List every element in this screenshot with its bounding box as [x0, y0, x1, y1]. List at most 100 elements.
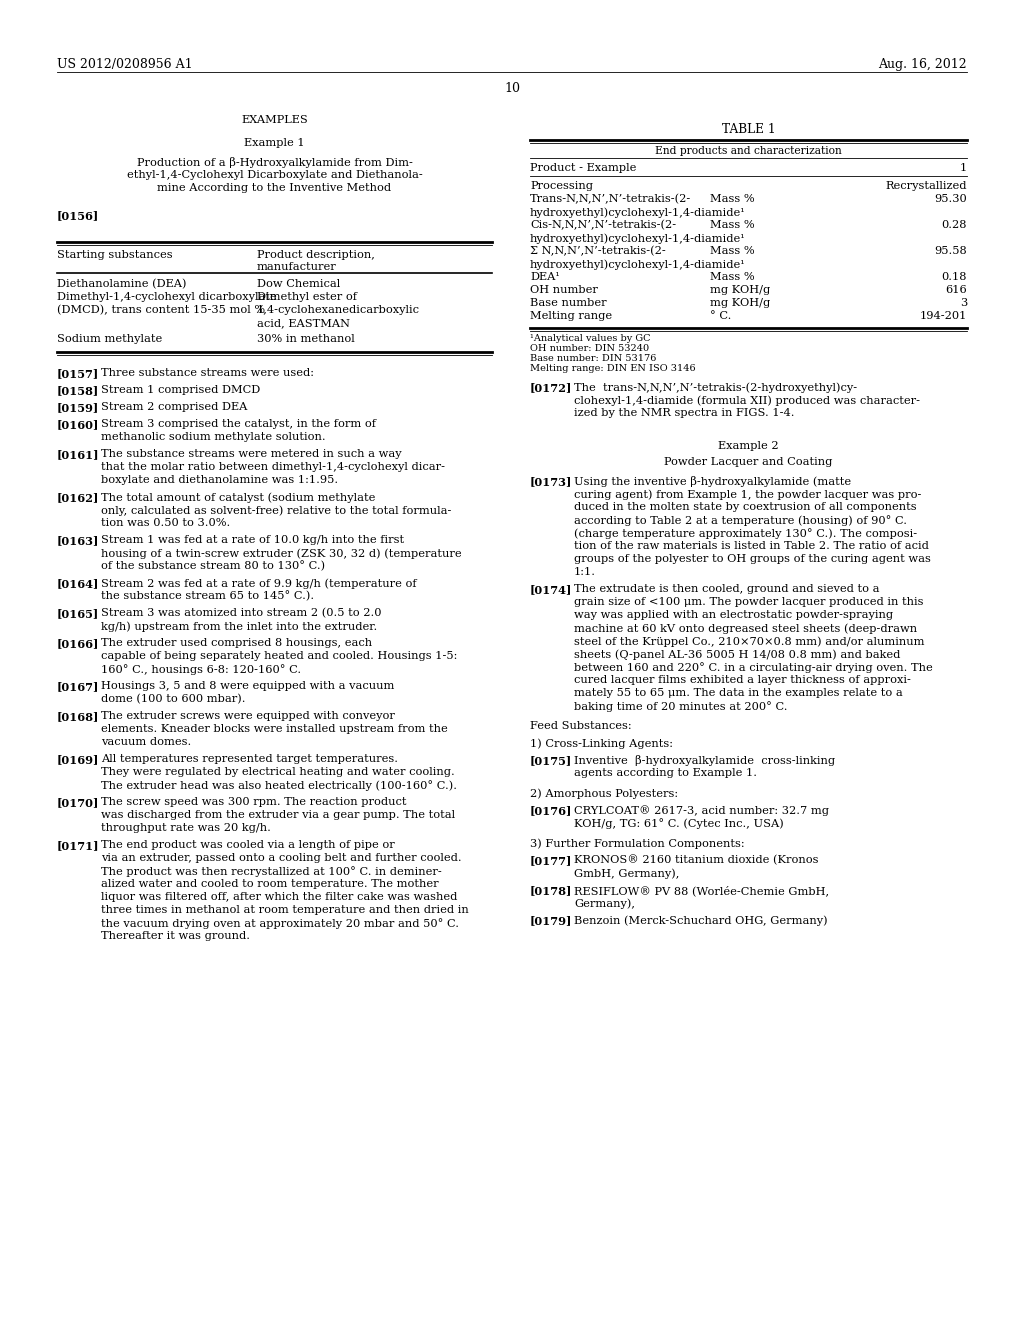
Text: 95.58: 95.58 [934, 246, 967, 256]
Text: grain size of <100 μm. The powder lacquer produced in this: grain size of <100 μm. The powder lacque… [574, 597, 924, 607]
Text: Benzoin (Merck-Schuchard OHG, Germany): Benzoin (Merck-Schuchard OHG, Germany) [574, 915, 827, 925]
Text: Stream 2 was fed at a rate of 9.9 kg/h (temperature of: Stream 2 was fed at a rate of 9.9 kg/h (… [101, 578, 417, 589]
Text: EXAMPLES: EXAMPLES [241, 115, 308, 125]
Text: The product was then recrystallized at 100° C. in deminer-: The product was then recrystallized at 1… [101, 866, 441, 876]
Text: [0164]: [0164] [57, 578, 99, 589]
Text: Stream 3 comprised the catalyst, in the form of: Stream 3 comprised the catalyst, in the … [101, 418, 376, 429]
Text: Mass %: Mass % [710, 272, 755, 282]
Text: Germany),: Germany), [574, 898, 635, 908]
Text: Sodium methylate: Sodium methylate [57, 334, 162, 345]
Text: ° C.: ° C. [710, 312, 731, 321]
Text: Mass %: Mass % [710, 246, 755, 256]
Text: Using the inventive β-hydroxyalkylamide (matte: Using the inventive β-hydroxyalkylamide … [574, 477, 851, 487]
Text: [0178]: [0178] [530, 884, 572, 896]
Text: alized water and cooled to room temperature. The mother: alized water and cooled to room temperat… [101, 879, 438, 888]
Text: Dow Chemical: Dow Chemical [257, 279, 340, 289]
Text: tion of the raw materials is listed in Table 2. The ratio of acid: tion of the raw materials is listed in T… [574, 541, 929, 550]
Text: ¹Analytical values by GC: ¹Analytical values by GC [530, 334, 650, 343]
Text: Stream 2 comprised DEA: Stream 2 comprised DEA [101, 403, 248, 412]
Text: The substance streams were metered in such a way: The substance streams were metered in su… [101, 449, 401, 459]
Text: capable of being separately heated and cooled. Housings 1-5:: capable of being separately heated and c… [101, 651, 458, 661]
Text: hydroxyethyl)cyclohexyl-1,4-diamide¹: hydroxyethyl)cyclohexyl-1,4-diamide¹ [530, 234, 745, 244]
Text: machine at 60 kV onto degreased steel sheets (deep-drawn: machine at 60 kV onto degreased steel sh… [574, 623, 918, 634]
Text: Σ N,N,N’,N’-tetrakis-(2-: Σ N,N,N’,N’-tetrakis-(2- [530, 246, 666, 256]
Text: [0172]: [0172] [530, 381, 572, 393]
Text: ethyl-1,4-Cyclohexyl Dicarboxylate and Diethanola-: ethyl-1,4-Cyclohexyl Dicarboxylate and D… [127, 170, 422, 180]
Text: Base number: Base number [530, 298, 606, 308]
Text: Example 2: Example 2 [718, 441, 779, 451]
Text: TABLE 1: TABLE 1 [722, 123, 775, 136]
Text: groups of the polyester to OH groups of the curing agent was: groups of the polyester to OH groups of … [574, 554, 931, 564]
Text: [0157]: [0157] [57, 368, 99, 379]
Text: OH number: OH number [530, 285, 598, 294]
Text: Base number: DIN 53176: Base number: DIN 53176 [530, 354, 656, 363]
Text: GmbH, Germany),: GmbH, Germany), [574, 869, 679, 879]
Text: [0156]: [0156] [57, 210, 99, 220]
Text: [0168]: [0168] [57, 711, 99, 722]
Text: Aug. 16, 2012: Aug. 16, 2012 [879, 58, 967, 71]
Text: Powder Lacquer and Coating: Powder Lacquer and Coating [665, 457, 833, 467]
Text: mine According to the Inventive Method: mine According to the Inventive Method [158, 183, 391, 193]
Text: way was applied with an electrostatic powder-spraying: way was applied with an electrostatic po… [574, 610, 893, 620]
Text: 10: 10 [504, 82, 520, 95]
Text: 2) Amorphous Polyesters:: 2) Amorphous Polyesters: [530, 788, 678, 799]
Text: 95.30: 95.30 [934, 194, 967, 205]
Text: Product description,: Product description, [257, 249, 375, 260]
Text: 3: 3 [959, 298, 967, 308]
Text: KRONOS® 2160 titanium dioxide (Kronos: KRONOS® 2160 titanium dioxide (Kronos [574, 855, 818, 866]
Text: via an extruder, passed onto a cooling belt and further cooled.: via an extruder, passed onto a cooling b… [101, 853, 462, 863]
Text: [0171]: [0171] [57, 840, 99, 851]
Text: All temperatures represented target temperatures.: All temperatures represented target temp… [101, 754, 398, 764]
Text: Dimethyl ester of: Dimethyl ester of [257, 292, 357, 302]
Text: curing agent) from Example 1, the powder lacquer was pro-: curing agent) from Example 1, the powder… [574, 488, 922, 499]
Text: elements. Kneader blocks were installed upstream from the: elements. Kneader blocks were installed … [101, 723, 447, 734]
Text: manufacturer: manufacturer [257, 261, 337, 272]
Text: Example 1: Example 1 [244, 139, 305, 148]
Text: mately 55 to 65 μm. The data in the examples relate to a: mately 55 to 65 μm. The data in the exam… [574, 688, 903, 698]
Text: acid, EASTMAN: acid, EASTMAN [257, 318, 350, 327]
Text: Mass %: Mass % [710, 220, 755, 230]
Text: End products and characterization: End products and characterization [655, 147, 842, 156]
Text: 3) Further Formulation Components:: 3) Further Formulation Components: [530, 838, 744, 849]
Text: [0175]: [0175] [530, 755, 572, 766]
Text: The extruder used comprised 8 housings, each: The extruder used comprised 8 housings, … [101, 638, 372, 648]
Text: 30% in methanol: 30% in methanol [257, 334, 354, 345]
Text: [0162]: [0162] [57, 492, 99, 503]
Text: 1) Cross-Linking Agents:: 1) Cross-Linking Agents: [530, 738, 673, 748]
Text: (charge temperature approximately 130° C.). The composi-: (charge temperature approximately 130° C… [574, 528, 918, 539]
Text: They were regulated by electrical heating and water cooling.: They were regulated by electrical heatin… [101, 767, 455, 777]
Text: RESIFLOW® PV 88 (Worlée-Chemie GmbH,: RESIFLOW® PV 88 (Worlée-Chemie GmbH, [574, 884, 829, 896]
Text: [0170]: [0170] [57, 797, 99, 808]
Text: The extrudate is then cooled, ground and sieved to a: The extrudate is then cooled, ground and… [574, 583, 880, 594]
Text: Inventive  β-hydroxyalkylamide  cross-linking: Inventive β-hydroxyalkylamide cross-link… [574, 755, 836, 766]
Text: methanolic sodium methylate solution.: methanolic sodium methylate solution. [101, 432, 326, 442]
Text: Diethanolamine (DEA): Diethanolamine (DEA) [57, 279, 186, 289]
Text: KOH/g, TG: 61° C. (Cytec Inc., USA): KOH/g, TG: 61° C. (Cytec Inc., USA) [574, 818, 783, 829]
Text: Three substance streams were used:: Three substance streams were used: [101, 368, 314, 378]
Text: 1:1.: 1:1. [574, 568, 596, 577]
Text: Stream 3 was atomized into stream 2 (0.5 to 2.0: Stream 3 was atomized into stream 2 (0.5… [101, 609, 382, 618]
Text: US 2012/0208956 A1: US 2012/0208956 A1 [57, 58, 193, 71]
Text: DEA¹: DEA¹ [530, 272, 560, 282]
Text: Melting range: Melting range [530, 312, 612, 321]
Text: Mass %: Mass % [710, 194, 755, 205]
Text: 0.18: 0.18 [941, 272, 967, 282]
Text: hydroxyethyl)cyclohexyl-1,4-diamide¹: hydroxyethyl)cyclohexyl-1,4-diamide¹ [530, 259, 745, 269]
Text: The extruder screws were equipped with conveyor: The extruder screws were equipped with c… [101, 711, 395, 721]
Text: [0167]: [0167] [57, 681, 99, 692]
Text: The total amount of catalyst (sodium methylate: The total amount of catalyst (sodium met… [101, 492, 376, 503]
Text: baking time of 20 minutes at 200° C.: baking time of 20 minutes at 200° C. [574, 701, 787, 711]
Text: that the molar ratio between dimethyl-1,4-cyclohexyl dicar-: that the molar ratio between dimethyl-1,… [101, 462, 445, 473]
Text: three times in methanol at room temperature and then dried in: three times in methanol at room temperat… [101, 906, 469, 915]
Text: [0160]: [0160] [57, 418, 99, 430]
Text: steel of the Krüppel Co., 210×70×0.8 mm) and/or aluminum: steel of the Krüppel Co., 210×70×0.8 mm)… [574, 636, 925, 647]
Text: Melting range: DIN EN ISO 3146: Melting range: DIN EN ISO 3146 [530, 364, 695, 374]
Text: ized by the NMR spectra in FIGS. 1-4.: ized by the NMR spectra in FIGS. 1-4. [574, 408, 795, 418]
Text: Cis-N,N,N’,N’-tetrakis-(2-: Cis-N,N,N’,N’-tetrakis-(2- [530, 220, 676, 231]
Text: kg/h) upstream from the inlet into the extruder.: kg/h) upstream from the inlet into the e… [101, 620, 377, 631]
Text: vacuum domes.: vacuum domes. [101, 737, 191, 747]
Text: [0169]: [0169] [57, 754, 99, 766]
Text: Stream 1 was fed at a rate of 10.0 kg/h into the first: Stream 1 was fed at a rate of 10.0 kg/h … [101, 535, 404, 545]
Text: Production of a β-Hydroxyalkylamide from Dim-: Production of a β-Hydroxyalkylamide from… [136, 157, 413, 168]
Text: 160° C., housings 6-8: 120-160° C.: 160° C., housings 6-8: 120-160° C. [101, 664, 301, 675]
